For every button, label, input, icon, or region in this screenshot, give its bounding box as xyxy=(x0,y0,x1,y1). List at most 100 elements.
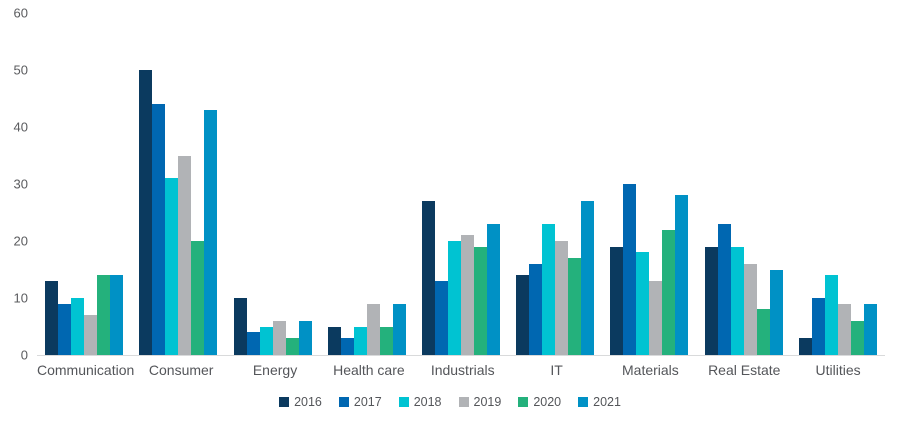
legend-label: 2021 xyxy=(593,395,621,409)
legend-label: 2018 xyxy=(413,395,442,409)
bar-2021 xyxy=(769,269,783,355)
bar-2018 xyxy=(636,252,650,355)
y-tick-label: 50 xyxy=(13,62,28,78)
bar-2018 xyxy=(71,298,85,355)
bar-2019 xyxy=(837,303,851,355)
bar-2020 xyxy=(568,258,582,355)
bar-group xyxy=(697,13,791,355)
bar-2021 xyxy=(392,303,406,355)
bar-2017 xyxy=(246,332,260,355)
x-axis-labels: Communication Consumer Energy Health care In… xyxy=(37,362,885,378)
bar-2019 xyxy=(555,241,569,355)
bar-2021 xyxy=(298,320,312,355)
legend-label: 2019 xyxy=(473,395,502,409)
bar-2020 xyxy=(756,309,770,355)
category-label: Materials xyxy=(622,362,679,378)
legend-swatch-icon xyxy=(398,397,409,407)
y-tick-label: 0 xyxy=(20,347,28,363)
bar-2021 xyxy=(863,303,877,355)
bar-group xyxy=(37,13,131,355)
y-tick-label: 60 xyxy=(13,5,28,21)
bar-2020 xyxy=(97,275,111,355)
bar-group xyxy=(225,13,319,355)
bar-2017 xyxy=(623,184,637,355)
bar-2017 xyxy=(811,298,825,355)
bar-2016 xyxy=(139,70,153,355)
bar-2020 xyxy=(191,241,205,355)
bar-group xyxy=(131,13,225,355)
legend-item: 2019 xyxy=(458,395,502,409)
category-label: Health care xyxy=(333,362,405,378)
bar-2017 xyxy=(434,280,448,355)
legend-label: 2017 xyxy=(353,395,382,409)
bar-2019 xyxy=(366,303,380,355)
bar-2017 xyxy=(152,104,166,355)
bar-2019 xyxy=(743,263,757,355)
bar-2018 xyxy=(165,178,179,355)
legend-swatch-icon xyxy=(279,397,290,407)
bar-2021 xyxy=(581,201,595,355)
category-label: Energy xyxy=(252,362,298,378)
bar-2016 xyxy=(798,337,812,355)
bar-2016 xyxy=(610,246,624,355)
legend-item: 2018 xyxy=(398,395,442,409)
bar-2021 xyxy=(110,275,124,355)
legend-swatch-icon xyxy=(578,397,589,407)
bar-group xyxy=(508,13,602,355)
bar-2016 xyxy=(327,326,341,355)
legend-label: 2020 xyxy=(533,395,562,409)
bar-2021 xyxy=(675,195,689,355)
bar-group xyxy=(791,13,885,355)
bar-2016 xyxy=(704,246,718,355)
bar-2021 xyxy=(486,223,500,355)
bar-2017 xyxy=(340,337,354,355)
bar-2020 xyxy=(662,229,676,355)
bar-2019 xyxy=(178,155,192,355)
bar-2019 xyxy=(84,315,98,355)
bar-2016 xyxy=(516,275,530,355)
legend-item: 2021 xyxy=(578,395,621,409)
legend-swatch-icon xyxy=(338,397,349,407)
bar-2019 xyxy=(460,235,474,355)
bar-2017 xyxy=(717,223,731,355)
category-label: Industrials xyxy=(430,362,495,378)
legend: 2016 2017 2018 2019 2020 2021 xyxy=(0,395,900,409)
bar-2018 xyxy=(730,246,744,355)
category-label: Real Estate xyxy=(708,362,781,378)
legend-item: 2020 xyxy=(518,395,561,409)
category-label: IT xyxy=(550,362,563,378)
bar-2020 xyxy=(850,320,864,355)
legend-item: 2016 xyxy=(279,395,322,409)
category-label: Utilities xyxy=(815,362,861,378)
bar-2020 xyxy=(473,246,487,355)
bar-2019 xyxy=(272,320,286,355)
legend-swatch-icon xyxy=(518,397,529,407)
bar-group xyxy=(602,13,696,355)
bar-2016 xyxy=(45,280,59,355)
bar-2020 xyxy=(379,326,393,355)
bar-2018 xyxy=(542,223,556,355)
y-tick-label: 10 xyxy=(13,290,28,306)
bar-2021 xyxy=(204,109,218,355)
category-label: Consumer xyxy=(148,362,214,378)
bar-2019 xyxy=(649,280,663,355)
bar-2017 xyxy=(529,263,543,355)
y-axis: 0 10 20 30 40 50 60 xyxy=(0,0,30,422)
bar-2018 xyxy=(353,326,367,355)
bar-group xyxy=(414,13,508,355)
bar-2016 xyxy=(233,298,247,355)
legend-swatch-icon xyxy=(458,397,469,407)
bar-2018 xyxy=(259,326,273,355)
y-tick-label: 40 xyxy=(13,119,28,135)
y-tick-label: 20 xyxy=(13,233,28,249)
legend-label: 2016 xyxy=(294,395,322,409)
bar-2018 xyxy=(824,275,838,355)
plot-area xyxy=(37,13,885,356)
bar-2017 xyxy=(58,303,72,355)
bar-group xyxy=(320,13,414,355)
category-label: Communication xyxy=(37,362,135,378)
legend-item: 2017 xyxy=(338,395,382,409)
bar-2016 xyxy=(421,201,435,355)
bar-2020 xyxy=(285,337,299,355)
